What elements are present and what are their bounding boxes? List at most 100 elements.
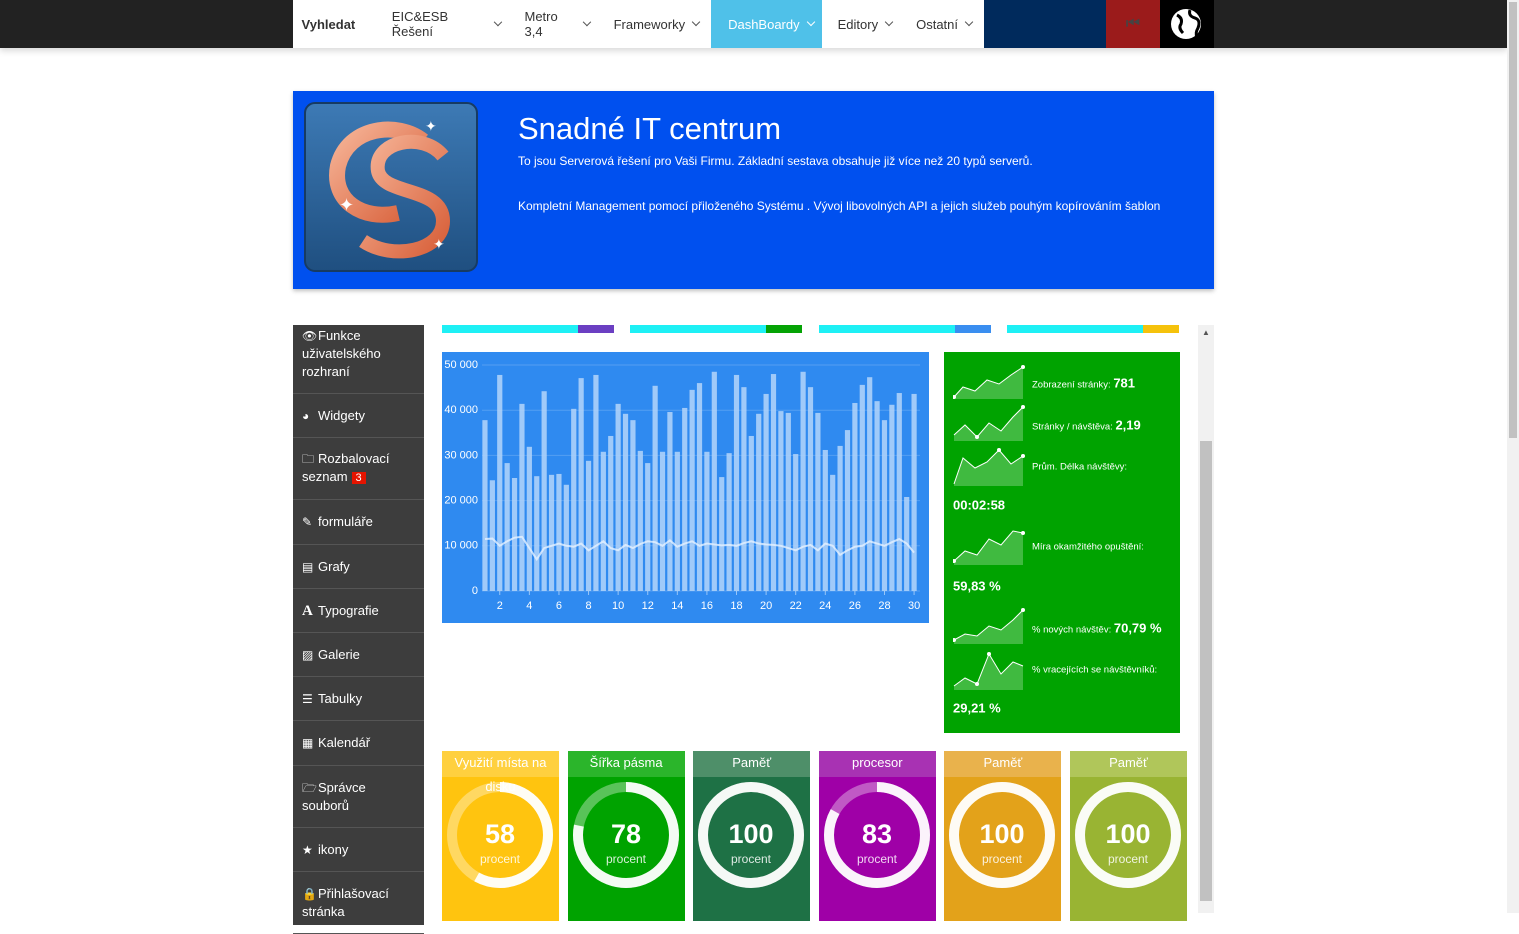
gauge-card: Šířka pásma 78 procent [567,751,685,921]
gauge-value: 58 [485,819,515,849]
gauge: 83 procent [823,782,930,888]
nav-item[interactable]: EIC&ESB Řešení [380,0,513,48]
bar [785,412,791,591]
sidebar-item[interactable]: 🗁Správce souborů [293,766,424,828]
sidebar-item[interactable]: 🔒Přihlašovací stránka [293,872,424,934]
gauge-unit: procent [480,852,521,866]
bar [497,374,503,591]
bar [696,383,703,591]
scroll-thumb[interactable] [1200,441,1212,901]
gauge-title: Paměť [693,751,811,777]
bar [659,451,666,591]
page-scrollbar[interactable] [1507,0,1519,913]
back-button[interactable]: ⏮ [1106,0,1160,48]
bar [741,387,747,591]
gauge-unit: procent [731,852,772,866]
progress-strip [819,325,991,333]
nav-item[interactable]: Frameworky [602,0,712,48]
y-tick-label: 10 000 [444,540,478,552]
sparkline [953,405,1025,441]
sidebar-item[interactable]: ▨ Galerie [293,633,424,677]
stat-row: Stránky / návštěva: 2,19 [1032,418,1141,433]
stat-row: % nových návštěv: 70,79 % [1032,621,1162,636]
x-tick-label: 12 [642,600,654,612]
sidebar-label: Funkce uživatelského rozhraní [302,328,381,379]
gauge-row: Využití místa na disku 58 procent Šířka pás… [442,751,1187,921]
gauge-unit: procent [1108,852,1149,866]
gauge-value: 100 [1105,819,1150,849]
svg-text:✦: ✦ [425,118,437,134]
sidebar-item[interactable]: ☰ Tabulky [293,677,424,721]
scroll-thumb[interactable] [1509,2,1517,438]
sparkline [953,365,1025,399]
bar [844,430,851,591]
globe-icon [1171,9,1201,39]
stat-label: Prům. Délka návštěvy: [1032,461,1128,473]
sidebar-item[interactable]: ▦ Kalendář [293,721,424,766]
nav-item[interactable]: Metro 3,4 [513,0,602,48]
gauge-title: Šířka pásma [567,751,685,777]
bar [519,403,525,591]
icon: ☰ [302,691,313,706]
gauge: 100 procent [698,782,805,888]
bar [822,449,828,591]
nav-item[interactable]: Ostatní [904,0,984,48]
gauge-value: 83 [862,819,892,849]
banner-title: Snadné IT centrum [518,111,782,146]
gauge-arc [823,782,930,888]
bar [837,445,843,591]
sidebar-label: Typografie [318,602,379,618]
nav-item[interactable]: DashBoardy [711,0,822,48]
language-button[interactable] [1160,0,1214,48]
icon: 🗀 [302,452,315,466]
bar [896,393,902,591]
sidebar-item[interactable]: A Typografie [293,589,424,633]
banner-text: To jsou Serverová řešení pro Vaši Firmu.… [518,154,1033,168]
sidebar-label: Grafy [318,558,350,574]
bar [511,478,518,591]
bar [489,480,495,591]
bar [881,420,888,591]
gauge-value: 100 [729,819,774,849]
sidebar-item[interactable]: ★ ikony [293,828,424,872]
bar [778,411,784,591]
sidebar-item[interactable]: ✎ formuláře [293,500,424,545]
stat-value: 2,19 [1115,417,1141,433]
caret [806,17,815,27]
bar [526,446,532,591]
bar [770,374,777,591]
search-link[interactable]: Vyhledat [301,16,356,32]
bar [793,454,799,591]
content-scrollbar[interactable]: ▲ [1198,325,1214,913]
icon: ▦ [302,736,314,750]
bar [630,420,636,591]
gauge-title: Využití místa na disku [442,751,559,794]
sidebar-item[interactable]: 👁Funkce uživatelského rozhraní [293,325,424,394]
bar [867,377,873,591]
sidebar-item[interactable]: 🗀 Rozbalovací seznam 3 [293,438,424,500]
nav-item[interactable]: Editory [822,0,904,48]
bar [608,435,614,591]
sidebar-item[interactable]: ▤ Grafy [293,545,424,589]
icon: 🔒 [302,886,317,901]
sidebar-label: Tabulky [318,690,363,706]
progress-strip [630,325,802,333]
sidebar-label: ikony [318,841,349,857]
gauge-card: Využití místa na disku 58 procent [442,751,559,921]
gauge-card: procesor 83 procent [818,751,936,921]
progress-strip [1007,325,1179,333]
x-tick-label: 30 [908,600,920,612]
gauge-value: 100 [980,819,1025,849]
banner: ✦ ✦ ✦ Snadné IT centrum To jsou Serverová … [293,91,1214,289]
x-tick-label: 28 [878,600,890,612]
sidebar-item[interactable]: ◕ Widgety [293,394,424,438]
scroll-arrow[interactable]: ▲ [1202,328,1210,337]
bar [726,453,732,591]
bar [556,473,562,591]
gauge-arc [572,782,679,888]
caret [884,17,894,27]
gauge-arc [698,782,805,888]
icon: ◕ [302,408,310,423]
bar [622,413,629,591]
